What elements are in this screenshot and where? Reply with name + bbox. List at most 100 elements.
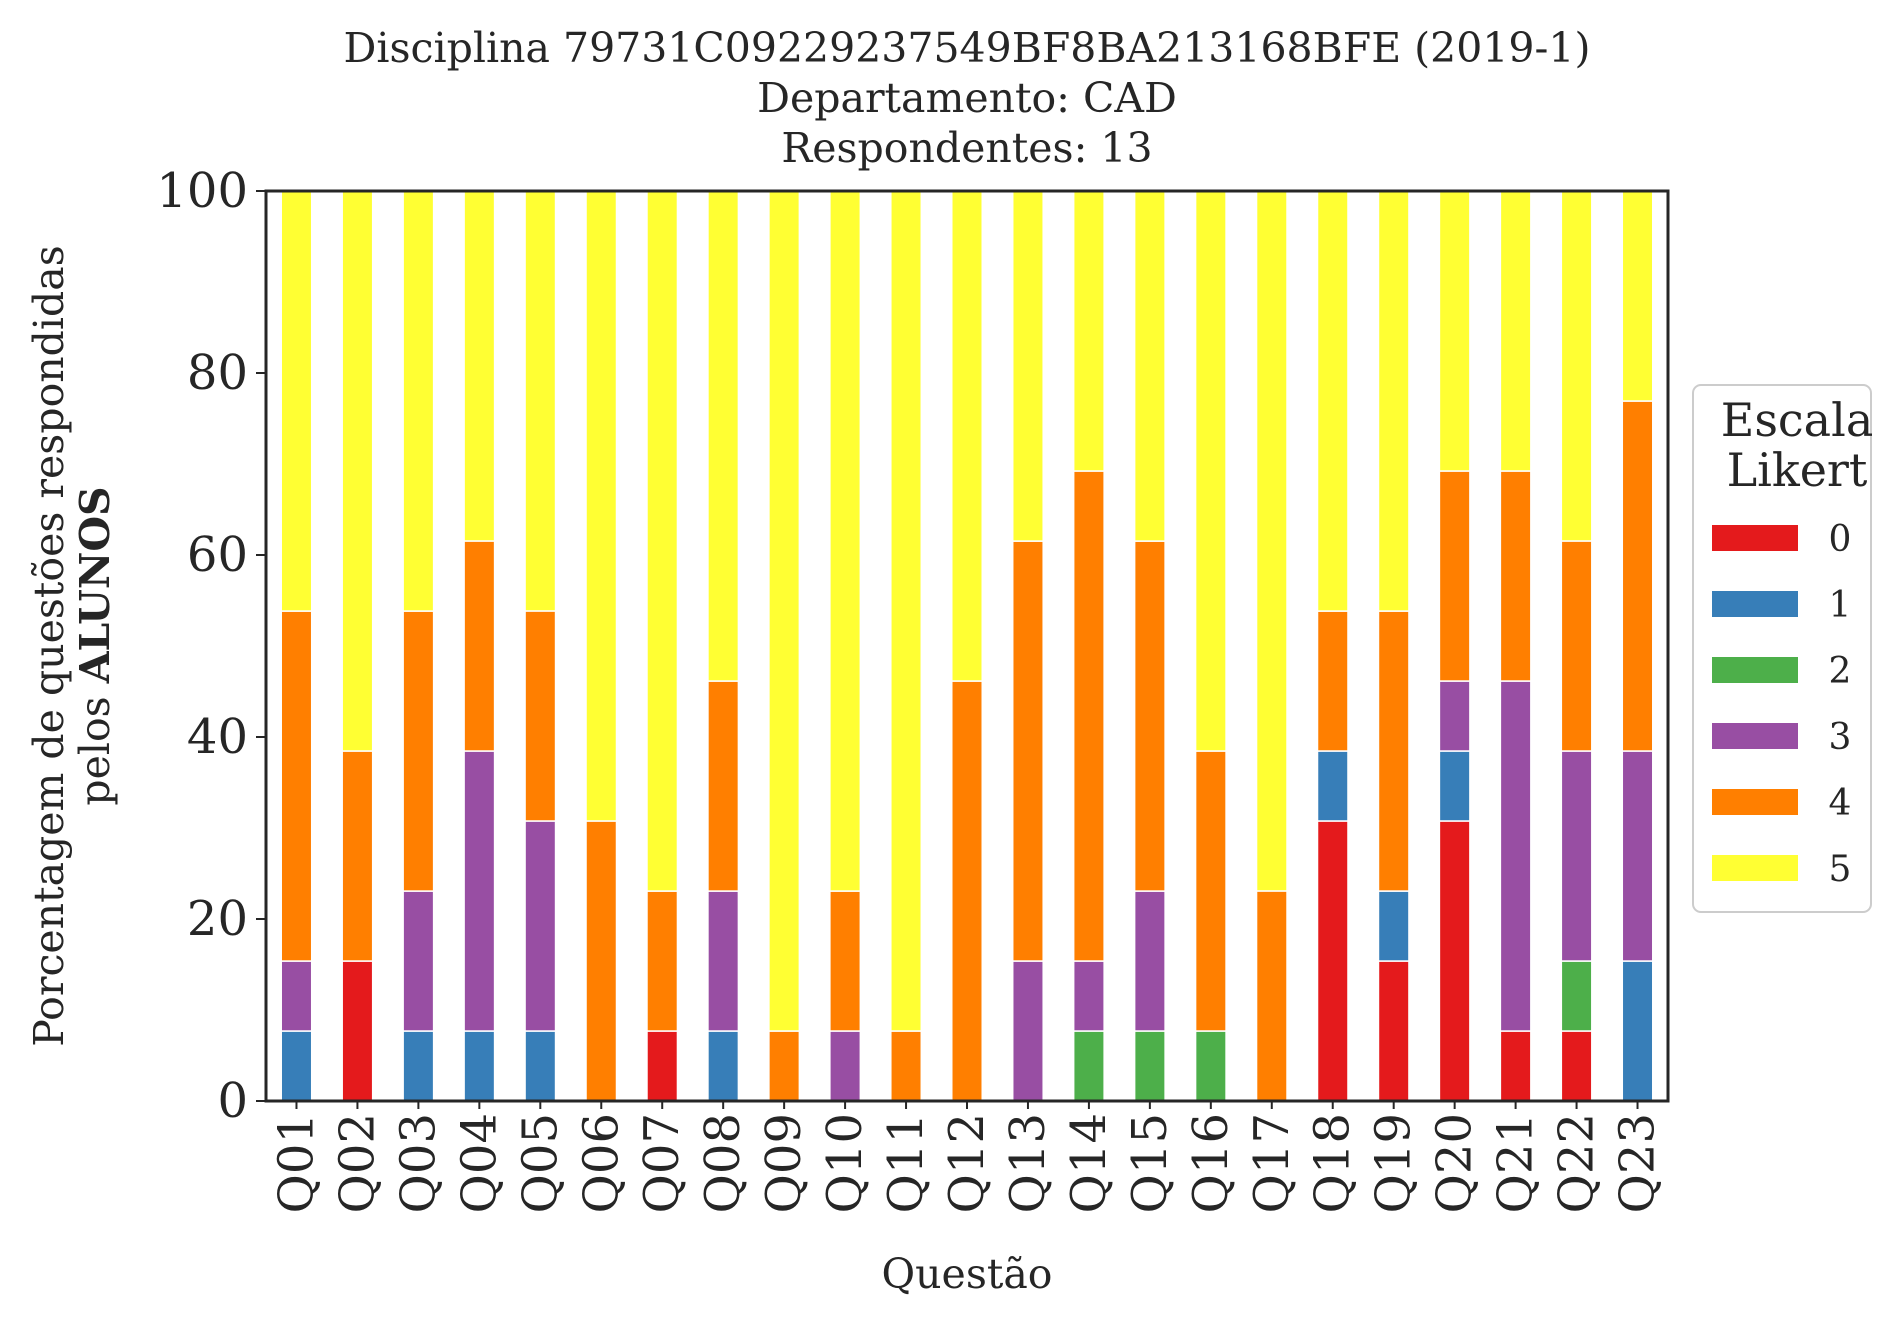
bar-q03-level-3 — [402, 890, 435, 1032]
y-axis-label: Porcentagem de questões respondidas pelo… — [25, 245, 119, 1047]
x-tick-label-q15: Q15 — [1122, 1113, 1178, 1213]
bar-q18-level-0 — [1316, 820, 1349, 1102]
legend-label-0: 0 — [1829, 519, 1852, 560]
bar-q03-level-5 — [402, 190, 435, 612]
title-line-2: Departamento: CAD — [757, 74, 1177, 122]
legend-swatch-3 — [1712, 723, 1798, 749]
bar-q22-level-0 — [1560, 1030, 1593, 1102]
x-tick-label-q19: Q19 — [1366, 1113, 1422, 1213]
bar-q08-level-3 — [707, 890, 740, 1032]
bar-q15-level-2 — [1133, 1030, 1166, 1102]
x-tick-label-q17: Q17 — [1244, 1113, 1300, 1213]
bar-q09-level-5 — [768, 190, 801, 1032]
bar-q23-level-3 — [1621, 750, 1654, 962]
bar-q12-level-4 — [951, 680, 983, 1102]
legend-swatch-4 — [1712, 789, 1798, 815]
bar-q02-level-0 — [341, 960, 374, 1102]
y-tick-label-80: 80 — [187, 345, 248, 401]
bar-q16-level-5 — [1194, 190, 1227, 752]
bar-q01-level-4 — [280, 610, 313, 962]
bar-q19-level-5 — [1377, 190, 1410, 612]
bar-q19-level-4 — [1377, 610, 1410, 892]
bar-q20-level-5 — [1438, 190, 1471, 472]
y-tick-label-0: 0 — [217, 1073, 248, 1129]
bar-q03-level-4 — [402, 610, 435, 892]
bar-q19-level-1 — [1377, 890, 1410, 962]
y-tick-label-40: 40 — [187, 709, 248, 765]
bar-q14-level-3 — [1072, 960, 1105, 1032]
x-tick-label-q10: Q10 — [817, 1113, 873, 1213]
legend-swatch-5 — [1712, 855, 1798, 881]
bar-q18-level-4 — [1316, 610, 1349, 752]
bar-q13-level-3 — [1011, 960, 1044, 1102]
x-ticks: Q01 Q02 Q03 Q04 Q05 Q06 Q07 Q08 Q09 Q10 Q11 Q12 Q13 Q… — [268, 1101, 1666, 1213]
y-axis-label-bold: ALUNOS — [71, 486, 119, 684]
y-tick-label-20: 20 — [187, 891, 248, 947]
x-tick-label-q08: Q08 — [695, 1113, 751, 1213]
bar-q08-level-1 — [707, 1030, 740, 1102]
bar-q14-level-2 — [1072, 1030, 1105, 1102]
bar-q21-level-4 — [1499, 470, 1532, 682]
x-tick-label-q11: Q11 — [878, 1113, 934, 1213]
legend-label-4: 4 — [1829, 783, 1852, 824]
x-tick-label-q07: Q07 — [634, 1113, 690, 1213]
y-axis-label-line-1: Porcentagem de questões respondidas — [25, 245, 73, 1047]
x-axis-label: Questão — [882, 1250, 1053, 1298]
legend-frame — [1692, 384, 1872, 913]
bar-q20-level-3 — [1438, 680, 1471, 752]
legend-label-2: 2 — [1829, 651, 1852, 692]
bar-q04-level-4 — [463, 540, 496, 752]
bar-q07-level-5 — [646, 190, 679, 892]
bar-q15-level-3 — [1133, 890, 1166, 1032]
bar-q13-level-4 — [1011, 540, 1044, 962]
title-line-3: Respondentes: 13 — [781, 124, 1152, 172]
x-tick-label-q22: Q22 — [1549, 1113, 1605, 1213]
bar-q01-level-3 — [280, 960, 313, 1032]
bar-q20-level-0 — [1438, 820, 1471, 1102]
y-ticks: 0 20 40 60 80 100 — [156, 163, 266, 1129]
bar-q08-level-5 — [707, 190, 740, 682]
bar-q11-level-4 — [890, 1030, 923, 1102]
bar-q23-level-4 — [1621, 400, 1654, 752]
x-tick-label-q14: Q14 — [1061, 1113, 1117, 1213]
legend-label-1: 1 — [1829, 585, 1852, 626]
bar-q15-level-5 — [1133, 190, 1166, 542]
bar-q20-level-4 — [1438, 470, 1471, 682]
bar-q12-level-5 — [951, 190, 983, 682]
bar-q22-level-4 — [1560, 540, 1593, 752]
bar-q04-level-3 — [463, 750, 496, 1032]
bar-q17-level-5 — [1255, 190, 1288, 892]
bar-q02-level-5 — [341, 190, 374, 752]
bar-q22-level-5 — [1560, 190, 1593, 542]
bar-q05-level-1 — [524, 1030, 557, 1102]
y-tick-label-100: 100 — [156, 163, 248, 219]
bar-q18-level-5 — [1316, 190, 1349, 612]
bar-q10-level-5 — [829, 190, 862, 892]
x-tick-label-q04: Q04 — [451, 1113, 507, 1213]
bar-q01-level-1 — [280, 1030, 313, 1102]
bar-q04-level-1 — [463, 1030, 496, 1102]
bar-q05-level-4 — [524, 610, 557, 822]
bar-q13-level-5 — [1011, 190, 1044, 542]
legend-swatch-1 — [1712, 591, 1798, 617]
x-tick-label-q20: Q20 — [1427, 1113, 1483, 1213]
bar-q22-level-3 — [1560, 750, 1593, 962]
bar-q22-level-2 — [1560, 960, 1593, 1032]
bar-q14-level-5 — [1072, 190, 1105, 472]
bars-layer — [280, 190, 1654, 1102]
bar-q21-level-3 — [1499, 680, 1532, 1032]
y-tick-label-60: 60 — [187, 527, 248, 583]
bar-q07-level-4 — [646, 890, 679, 1032]
x-tick-label-q09: Q09 — [756, 1113, 812, 1213]
x-tick-label-q13: Q13 — [1000, 1113, 1056, 1213]
legend-label-5: 5 — [1829, 849, 1852, 890]
title-line-1: Disciplina 79731C09229237549BF8BA213168B… — [344, 24, 1591, 72]
x-tick-label-q18: Q18 — [1305, 1113, 1361, 1213]
bar-q21-level-5 — [1499, 190, 1532, 472]
legend-title-line-2: Likert — [1727, 443, 1868, 497]
bar-q17-level-4 — [1255, 890, 1288, 1102]
bar-q23-level-1 — [1621, 960, 1654, 1102]
bar-q10-level-4 — [829, 890, 862, 1032]
x-tick-label-q06: Q06 — [573, 1113, 629, 1213]
